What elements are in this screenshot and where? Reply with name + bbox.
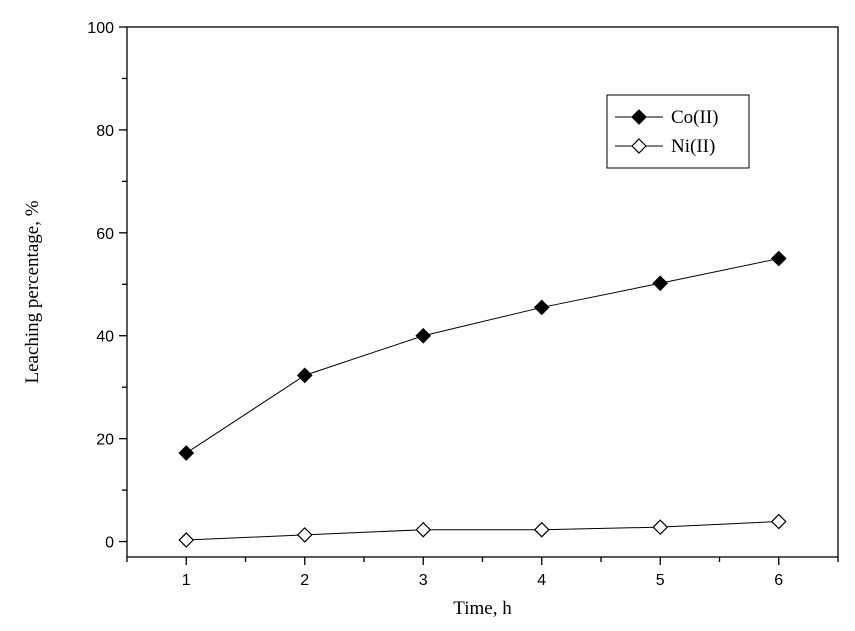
data-point [770, 250, 787, 267]
data-point [178, 445, 195, 461]
data-point [770, 513, 787, 530]
y-tick-label: 60 [96, 226, 114, 243]
series-ni-ii [178, 513, 787, 548]
x-tick-label: 4 [537, 572, 546, 589]
y-tick-label: 80 [96, 123, 114, 140]
series-layer [178, 250, 787, 548]
x-tick-label: 1 [182, 572, 191, 589]
y-axis-title: Leaching percentage, % [22, 200, 43, 383]
data-point [652, 275, 669, 292]
legend: Co(II) Ni(II) [606, 94, 750, 169]
data-point [652, 519, 669, 536]
data-point [415, 521, 432, 538]
data-point [533, 299, 550, 316]
legend-label: Co(II) [671, 107, 718, 128]
x-tick-label: 5 [656, 572, 665, 589]
data-point [296, 367, 313, 384]
x-axis: 1 2 3 4 5 6 [126, 557, 839, 589]
x-tick-label: 2 [300, 572, 309, 589]
data-point [296, 527, 313, 543]
data-point [415, 327, 432, 344]
legend-entry: Ni(II) [615, 136, 715, 157]
legend-box [606, 94, 750, 169]
legend-entry: Co(II) [615, 107, 718, 128]
x-tick-label: 3 [419, 572, 428, 589]
series-line [185, 258, 779, 454]
data-point [533, 521, 550, 538]
series-line [186, 520, 779, 541]
legend-label: Ni(II) [671, 136, 715, 157]
legend-marker [631, 109, 647, 125]
y-tick-label: 40 [96, 329, 114, 346]
y-tick-label: 100 [87, 20, 114, 37]
series-co-ii [178, 250, 787, 461]
y-axis: 0 20 40 60 80 100 [87, 20, 127, 552]
x-tick-label: 6 [774, 572, 783, 589]
y-tick-label: 20 [96, 432, 114, 449]
y-tick-label: 0 [105, 535, 114, 552]
legend-marker [631, 138, 647, 154]
data-point [178, 532, 195, 548]
x-axis-title: Time, h [453, 598, 512, 619]
